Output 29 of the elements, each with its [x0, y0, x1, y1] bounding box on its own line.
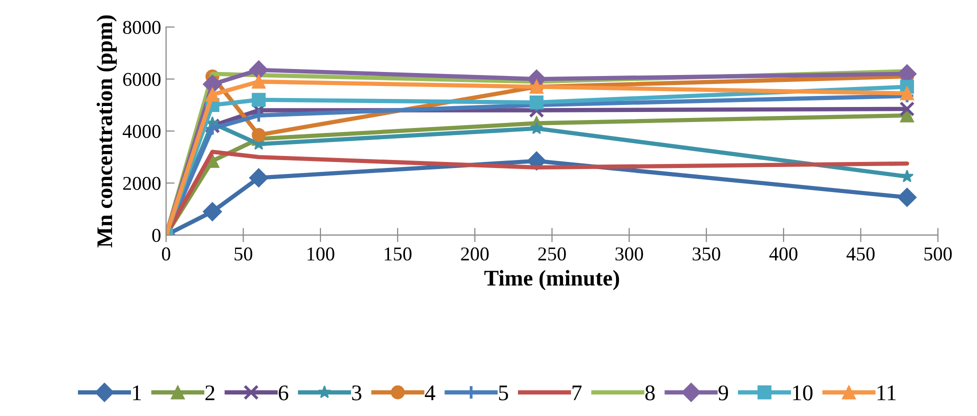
legend-label: 9 — [718, 385, 728, 400]
legend-label: 5 — [499, 386, 508, 400]
x-tick-label: 300 — [616, 247, 644, 261]
y-tick-label: 0 — [152, 228, 160, 242]
y-tick-label: 2000 — [123, 176, 160, 190]
x-tick-label: 100 — [308, 247, 334, 261]
x-tick-label: 400 — [769, 247, 798, 261]
y-tick-label: 4000 — [122, 124, 160, 138]
legend-label: 1 — [133, 385, 141, 400]
legend-label: 7 — [572, 386, 582, 400]
legend-label: 2 — [205, 385, 214, 400]
legend-label: 6 — [278, 385, 288, 400]
legend-label: 10 — [793, 385, 813, 400]
x-tick-label: 350 — [692, 247, 720, 261]
y-tick-label: 6000 — [123, 72, 160, 86]
x-tick-label: 50 — [234, 247, 252, 261]
x-tick-label: 500 — [924, 247, 952, 261]
x-tick-label: 200 — [461, 247, 489, 261]
x-tick-label: 450 — [846, 247, 875, 261]
legend-label: 3 — [352, 385, 362, 400]
legend-label: 11 — [878, 385, 896, 400]
y-tick-label: 8000 — [123, 20, 160, 34]
x-tick-label: 150 — [384, 247, 412, 261]
legend-label: 8 — [645, 385, 655, 400]
x-axis-title: Time (minute) — [484, 270, 620, 290]
legend-label: 4 — [424, 386, 436, 400]
x-tick-label: 250 — [538, 247, 566, 261]
x-tick-label: 0 — [162, 247, 170, 261]
y-axis-title: Mn concentration (ppm) — [96, 15, 117, 248]
